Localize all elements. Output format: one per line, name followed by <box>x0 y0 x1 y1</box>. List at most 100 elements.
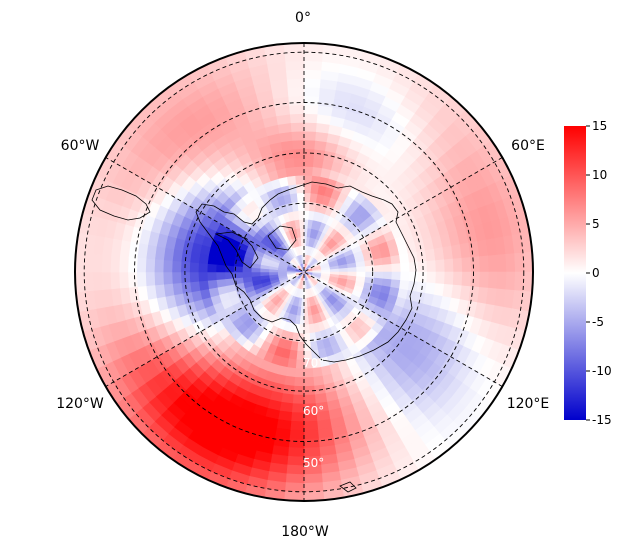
colorbar-tick-10: 10 <box>592 168 607 182</box>
field-cell <box>391 263 402 273</box>
field-cell <box>83 252 94 273</box>
field-cell <box>207 279 218 290</box>
colorbar-tick-minus15: -15 <box>592 413 612 427</box>
field-cell <box>303 482 324 493</box>
field-cell <box>303 473 323 484</box>
field-cell <box>101 271 112 291</box>
field-cell <box>303 86 321 97</box>
field-cell <box>288 438 305 449</box>
field-cell <box>338 267 349 273</box>
field-cell <box>303 77 322 89</box>
field-cell <box>145 257 156 273</box>
field-cell <box>285 473 305 484</box>
field-cell <box>145 271 156 287</box>
field-cell <box>92 253 103 273</box>
field-cell <box>303 60 323 71</box>
field-cell <box>487 271 499 290</box>
field-cell <box>496 271 507 291</box>
field-cell <box>407 251 419 264</box>
field-cell <box>303 376 315 387</box>
field-cell <box>303 165 314 176</box>
field-cell <box>288 95 305 106</box>
field-cell <box>303 341 312 352</box>
latitude-circle <box>184 152 424 392</box>
field-cell <box>399 253 410 264</box>
colorbar-tick-5: 5 <box>592 217 600 231</box>
field-cell <box>390 254 401 265</box>
field-cell <box>382 271 393 281</box>
field-cell <box>408 271 419 283</box>
field-cell <box>303 192 312 203</box>
field-cell <box>285 166 296 177</box>
field-cell <box>285 69 305 80</box>
field-cell <box>189 251 201 264</box>
field-cell <box>118 255 129 273</box>
field-cell <box>289 420 305 431</box>
field-cell <box>292 139 305 150</box>
field-cell <box>189 261 200 273</box>
colorbar: 15 10 5 0 -5 -10 -15 <box>564 119 612 427</box>
field-cell <box>101 253 112 273</box>
field-cell <box>292 394 305 405</box>
lon-label-60e: 60°E <box>511 138 545 154</box>
field-cell <box>452 271 463 287</box>
field-cell <box>283 43 305 53</box>
lon-label-60w: 60°W <box>61 138 100 154</box>
field-cell <box>461 257 472 273</box>
field-cell <box>303 429 319 440</box>
field-cell <box>198 280 209 291</box>
field-cell <box>189 280 201 293</box>
field-cell <box>435 259 446 273</box>
lon-label-120w: 120°W <box>56 396 104 412</box>
field-cell <box>284 482 305 493</box>
field-cell <box>303 315 309 326</box>
field-cell <box>289 429 305 440</box>
field-cell <box>136 257 147 273</box>
field-cell <box>293 157 305 168</box>
field-cell <box>162 259 173 273</box>
field-cell <box>300 236 305 247</box>
colorbar-tick-minus10: -10 <box>592 364 612 378</box>
field-cell <box>303 139 316 150</box>
field-cell <box>206 271 217 281</box>
field-cell <box>356 266 367 273</box>
field-cell <box>291 130 305 141</box>
field-cell <box>215 278 227 288</box>
field-cell <box>303 306 309 317</box>
field-cell <box>312 157 325 169</box>
field-cell <box>452 257 463 273</box>
field-cell <box>153 271 164 286</box>
field-cell <box>303 438 320 449</box>
field-cell <box>153 258 164 273</box>
field-cell <box>303 130 317 141</box>
colorbar-gradient <box>564 126 586 420</box>
field-cell <box>241 271 252 278</box>
field-cell <box>197 271 208 282</box>
field-cell <box>224 277 235 287</box>
field-cell <box>364 259 375 267</box>
field-cell <box>444 258 455 273</box>
field-cell <box>303 104 319 115</box>
field-cell <box>373 257 384 267</box>
field-cell <box>285 464 305 475</box>
lat-label-60: 60° <box>303 404 324 418</box>
lat-label-70: 70° <box>303 356 324 370</box>
field-cell <box>400 262 411 273</box>
field-cell <box>426 271 437 284</box>
field-cell <box>382 263 393 273</box>
meridian-line <box>105 157 503 387</box>
map-boundary <box>74 42 534 502</box>
field-cell <box>303 420 319 431</box>
field-cell <box>293 376 305 387</box>
field-cell <box>197 262 208 273</box>
field-cell <box>259 271 270 277</box>
field-cell <box>505 271 516 291</box>
field-cell <box>289 192 299 203</box>
field-cell <box>233 265 243 273</box>
field-cell <box>268 271 279 276</box>
field-cell <box>479 271 490 289</box>
field-cell <box>303 113 319 124</box>
antarctica-coastline <box>91 181 417 493</box>
field-cell <box>296 192 305 203</box>
